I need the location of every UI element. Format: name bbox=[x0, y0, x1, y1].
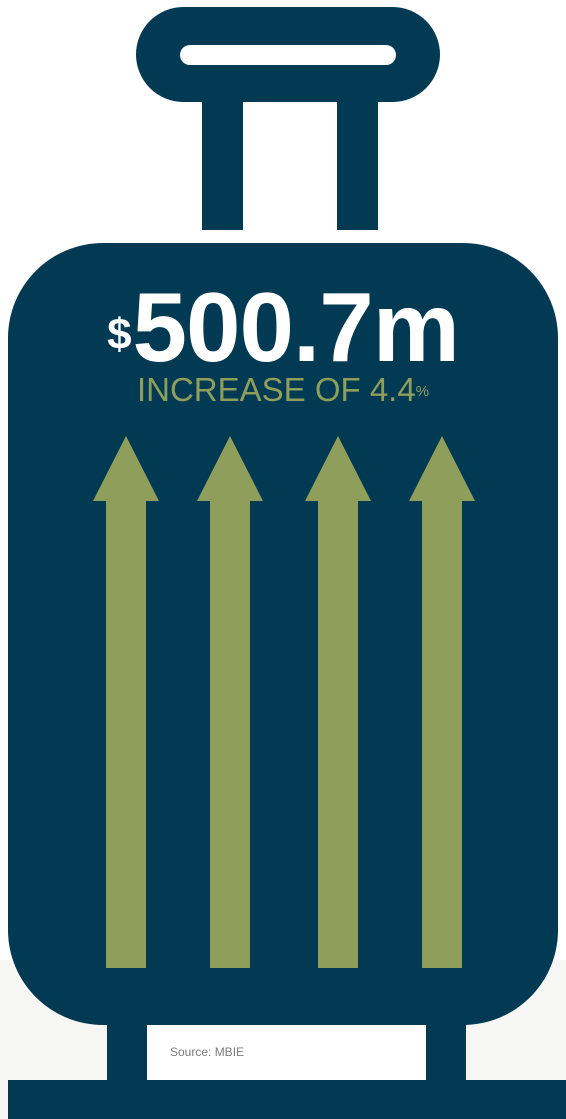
handle-post-right bbox=[337, 98, 378, 230]
up-arrow-icon bbox=[197, 436, 263, 968]
increase-text: INCREASE OF 4.4 bbox=[136, 371, 416, 408]
amount-value: 500.7m bbox=[132, 272, 460, 382]
source-label: Source: MBIE bbox=[170, 1045, 245, 1059]
currency-symbol: $ bbox=[107, 310, 132, 359]
arrows-group bbox=[93, 436, 475, 968]
leg-left bbox=[107, 1020, 147, 1085]
headline-amount: $500.7m bbox=[0, 272, 566, 382]
up-arrow-icon bbox=[305, 436, 371, 968]
up-arrow-icon bbox=[93, 436, 159, 968]
handle-post-left bbox=[202, 98, 243, 230]
base-bar bbox=[8, 1080, 566, 1119]
leg-right bbox=[426, 1020, 466, 1085]
up-arrow-icon bbox=[409, 436, 475, 968]
increase-subtitle: INCREASE OF 4.4% bbox=[0, 370, 566, 410]
handle-slot bbox=[180, 45, 396, 65]
percent-sign: % bbox=[415, 383, 430, 400]
source-box bbox=[147, 1025, 426, 1080]
